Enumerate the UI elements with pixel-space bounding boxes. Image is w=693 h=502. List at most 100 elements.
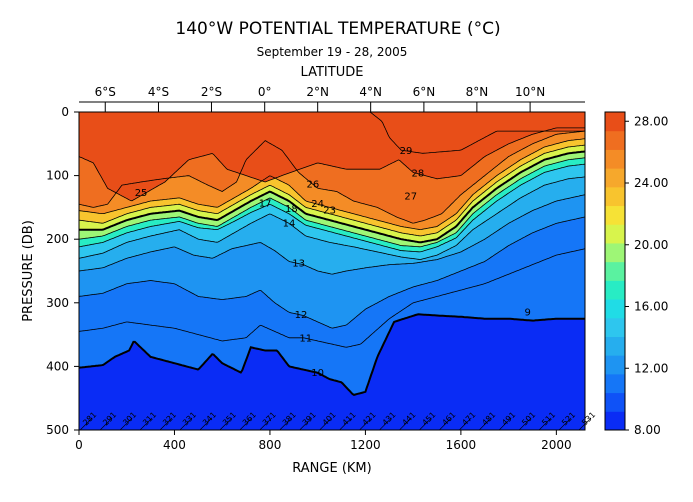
contour-label-23: 23 bbox=[323, 206, 336, 217]
colorbar-swatch bbox=[605, 130, 625, 150]
colorbar-swatch bbox=[605, 355, 625, 375]
y-tick-label-300: 300 bbox=[46, 296, 69, 310]
station-tick bbox=[199, 417, 213, 431]
top-tick-label-10°N: 10°N bbox=[515, 85, 545, 99]
colorbar-label-16.00: 16.00 bbox=[634, 300, 668, 314]
colorbar: 28.00 24.00 20.00 16.00 12.00 8.00 bbox=[604, 111, 668, 437]
contour-label-27: 27 bbox=[404, 191, 417, 202]
field-band-29 bbox=[79, 112, 585, 154]
colorbar-swatch bbox=[605, 149, 625, 169]
y-tick-label-0: 0 bbox=[61, 105, 69, 119]
y-axis-label: PRESSURE (DB) bbox=[21, 220, 36, 322]
station-tick bbox=[279, 417, 292, 431]
contour-line-14 bbox=[79, 176, 585, 260]
contour-line-22 bbox=[79, 144, 585, 237]
colorbar-label-28.00: 28.00 bbox=[634, 114, 668, 128]
colorbar-swatch bbox=[605, 242, 625, 263]
colorbar-swatch bbox=[605, 317, 625, 337]
contour-line-29 bbox=[79, 112, 585, 154]
contour-label-10: 10 bbox=[311, 368, 324, 379]
contour-line-20 bbox=[79, 150, 585, 244]
colorbar-swatch bbox=[605, 186, 625, 207]
x-tick-label-0: 0 bbox=[75, 438, 83, 452]
temperature-field bbox=[79, 112, 585, 430]
contour-line-24 bbox=[79, 138, 585, 231]
x-tick-label-400: 400 bbox=[163, 438, 186, 452]
station-tick bbox=[319, 417, 332, 431]
station-tick bbox=[419, 417, 432, 431]
axes: 0 400 800 1200 1600 2000 0 100 200 300 400 500 6°S 4°… bbox=[46, 85, 585, 452]
x-tick-label-1600: 1600 bbox=[446, 438, 477, 452]
contour-label-14: 14 bbox=[283, 218, 296, 229]
colorbar-label-20.00: 20.00 bbox=[634, 238, 668, 252]
y-tick-label-500: 500 bbox=[46, 423, 69, 437]
station-tick bbox=[139, 417, 153, 431]
top-tick-label-2°N: 2°N bbox=[306, 85, 329, 99]
contour-label-25: 25 bbox=[135, 188, 148, 199]
station-tick bbox=[459, 417, 472, 431]
colorbar-swatch bbox=[605, 336, 625, 356]
contour-label-13: 13 bbox=[292, 259, 305, 270]
colorbar-swatch bbox=[605, 299, 625, 319]
station-tick bbox=[239, 417, 253, 431]
y-tick-label-200: 200 bbox=[46, 232, 69, 246]
x-tick-label-800: 800 bbox=[258, 438, 281, 452]
colorbar-frame bbox=[604, 111, 626, 431]
x-tick-label-1200: 1200 bbox=[350, 438, 381, 452]
contour-line-11 bbox=[79, 248, 585, 348]
station-tick bbox=[518, 417, 532, 431]
colorbar-swatch bbox=[605, 224, 625, 244]
station-tick bbox=[498, 417, 512, 431]
station-tick bbox=[99, 417, 113, 431]
contour-line-13 bbox=[79, 194, 585, 275]
chart-subtitle: September 19 - 28, 2005 bbox=[257, 45, 408, 59]
contour-label-12: 12 bbox=[295, 310, 308, 321]
contour-line-10 bbox=[79, 313, 585, 396]
station-tick bbox=[339, 417, 352, 431]
contour-line-18 bbox=[79, 157, 585, 248]
colorbar-swatch bbox=[605, 280, 625, 300]
top-tick-label-0°: 0° bbox=[258, 85, 272, 99]
station-tick bbox=[259, 417, 272, 431]
contour-line-12 bbox=[79, 216, 585, 329]
colorbar-label-12.00: 12.00 bbox=[634, 361, 668, 375]
station-tick bbox=[159, 417, 173, 431]
station-tick bbox=[79, 417, 93, 431]
colorbar-swatch bbox=[605, 261, 625, 281]
top-tick-label-4°N: 4°N bbox=[359, 85, 382, 99]
station-tick bbox=[179, 417, 193, 431]
y-tick-label-100: 100 bbox=[46, 169, 69, 183]
contour-label-17: 17 bbox=[259, 198, 272, 209]
colorbar-swatch bbox=[605, 205, 625, 225]
colorbar-swatch bbox=[605, 411, 625, 431]
x-tick-label-2000: 2000 bbox=[541, 438, 572, 452]
station-tick bbox=[538, 417, 552, 431]
colorbar-label-24.00: 24.00 bbox=[634, 176, 668, 190]
station-tick bbox=[299, 417, 312, 431]
station-tick bbox=[479, 417, 492, 431]
contour-line-26 bbox=[79, 130, 585, 224]
plot-frame bbox=[78, 111, 586, 431]
contour-line-28 bbox=[79, 127, 585, 202]
contour-label-9: 9 bbox=[525, 308, 531, 319]
y-tick-label-400: 400 bbox=[46, 359, 69, 373]
top-tick-label-4°S: 4°S bbox=[148, 85, 169, 99]
contour-label-29: 29 bbox=[400, 146, 413, 157]
contour-label-18: 18 bbox=[285, 204, 298, 215]
colorbar-swatch bbox=[605, 392, 625, 412]
top-tick-label-2°S: 2°S bbox=[201, 85, 222, 99]
colorbar-swatch bbox=[605, 373, 625, 394]
x-axis-label: RANGE (KM) bbox=[292, 461, 371, 476]
station-tick bbox=[399, 417, 412, 431]
contour-label-24: 24 bbox=[311, 199, 324, 210]
station-tick bbox=[439, 417, 452, 431]
colorbar-swatch bbox=[605, 168, 625, 188]
station-tick bbox=[219, 417, 233, 431]
contour-label-11: 11 bbox=[299, 333, 312, 344]
top-tick-label-8°N: 8°N bbox=[466, 85, 489, 99]
station-tick bbox=[379, 417, 392, 431]
top-tick-label-6°N: 6°N bbox=[413, 85, 436, 99]
